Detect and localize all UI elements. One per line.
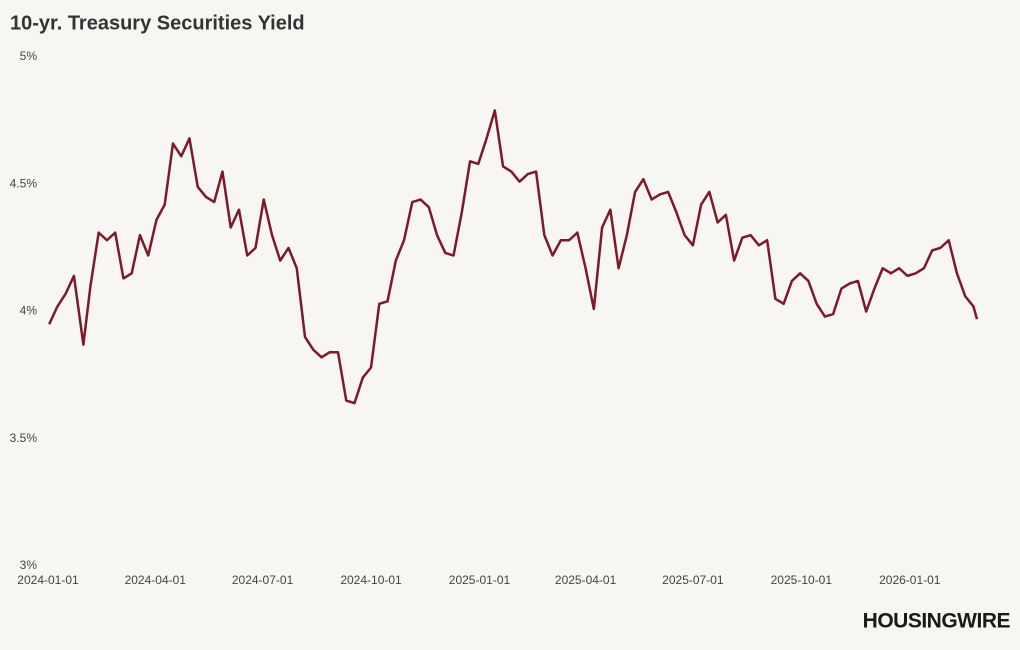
x-tick-label: 2025-07-01 — [662, 573, 724, 587]
y-tick-label: 3% — [20, 558, 38, 572]
y-tick-label: 3.5% — [10, 431, 38, 445]
series-line — [48, 109, 979, 405]
x-tick-label: 2024-01-01 — [17, 573, 79, 587]
x-tick-label: 2025-04-01 — [555, 573, 617, 587]
x-tick-label: 2026-01-01 — [879, 573, 941, 587]
x-tick-label: 2024-07-01 — [232, 573, 294, 587]
y-tick-label: 4% — [20, 304, 38, 318]
chart-title: 10-yr. Treasury Securities Yield — [10, 12, 305, 34]
y-tick-label: 5% — [20, 49, 38, 63]
brand-logo: HOUSINGWIRE — [863, 610, 1011, 633]
x-tick-label: 2025-10-01 — [771, 573, 833, 587]
x-tick-label: 2025-01-01 — [449, 573, 511, 587]
x-tick-label: 2024-04-01 — [125, 573, 187, 587]
x-tick-label: 2024-10-01 — [340, 573, 402, 587]
y-tick-label: 4.5% — [10, 176, 38, 190]
